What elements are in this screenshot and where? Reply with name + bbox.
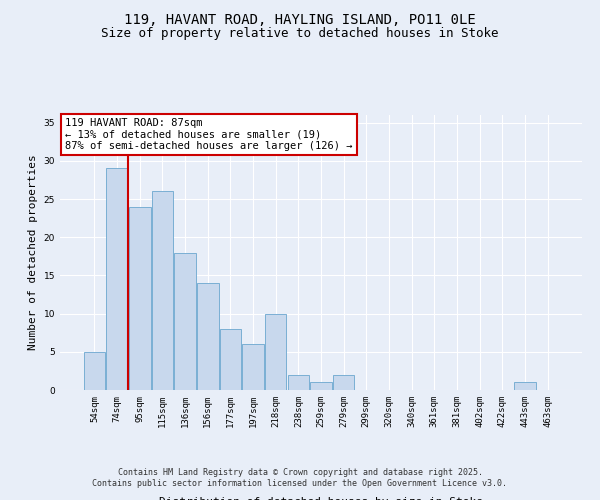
Bar — [265, 314, 286, 390]
Bar — [152, 192, 173, 390]
Bar — [106, 168, 128, 390]
Bar — [175, 252, 196, 390]
Bar — [514, 382, 536, 390]
Bar — [310, 382, 332, 390]
Bar — [129, 206, 151, 390]
Bar — [197, 283, 218, 390]
Bar — [242, 344, 264, 390]
Bar — [220, 329, 241, 390]
Text: Size of property relative to detached houses in Stoke: Size of property relative to detached ho… — [101, 28, 499, 40]
Bar — [333, 374, 355, 390]
Text: 119, HAVANT ROAD, HAYLING ISLAND, PO11 0LE: 119, HAVANT ROAD, HAYLING ISLAND, PO11 0… — [124, 12, 476, 26]
Text: Contains HM Land Registry data © Crown copyright and database right 2025.
Contai: Contains HM Land Registry data © Crown c… — [92, 468, 508, 487]
Bar — [287, 374, 309, 390]
X-axis label: Distribution of detached houses by size in Stoke: Distribution of detached houses by size … — [159, 496, 483, 500]
Bar — [84, 352, 105, 390]
Text: 119 HAVANT ROAD: 87sqm
← 13% of detached houses are smaller (19)
87% of semi-det: 119 HAVANT ROAD: 87sqm ← 13% of detached… — [65, 118, 353, 151]
Y-axis label: Number of detached properties: Number of detached properties — [28, 154, 38, 350]
